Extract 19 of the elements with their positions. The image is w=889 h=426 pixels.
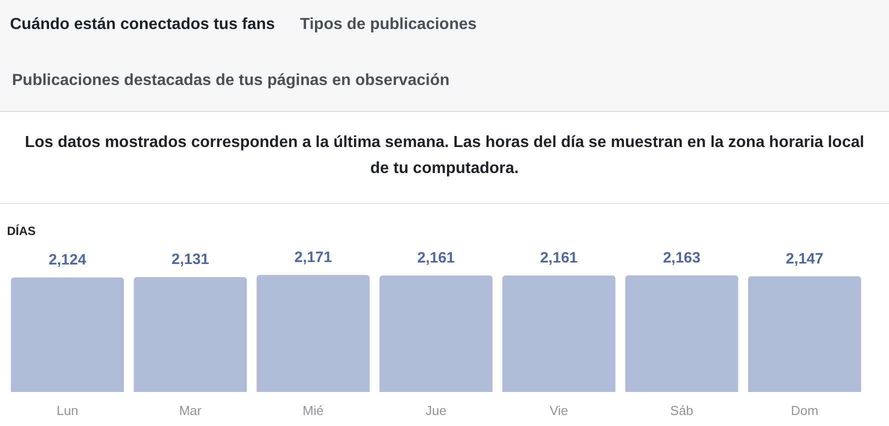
data-label: 2,131 xyxy=(172,251,210,268)
x-tick-label: Jue xyxy=(426,403,446,418)
text: Tipos de publicaciones xyxy=(300,16,477,34)
data-label: 2,161 xyxy=(417,250,455,267)
x-tick-label: Mié xyxy=(302,403,324,418)
data-label: 2,161 xyxy=(540,250,578,267)
data-label: 2,163 xyxy=(662,249,700,266)
text: Cuándo están conectados tus fans xyxy=(10,16,275,34)
chart-subtitle: Los datos mostrados corresponden a la última semana. Las horas del día se muestran en la zona horaria local de tu computadora. xyxy=(0,112,889,204)
x-tick-label: Vie xyxy=(550,403,568,418)
x-tick-label: Lun xyxy=(56,403,78,418)
text: Publicaciones destacadas de tus páginas en observación xyxy=(12,72,450,90)
x-tick-label: Sáb xyxy=(670,403,694,418)
chart-title: DÍAS xyxy=(7,224,36,238)
x-tick-label: Mar xyxy=(179,403,202,418)
data-label: 2,147 xyxy=(786,250,824,268)
x-tick-label: Dom xyxy=(790,403,818,418)
data-label: 2,171 xyxy=(294,249,332,266)
data-label: 2,124 xyxy=(48,252,87,269)
